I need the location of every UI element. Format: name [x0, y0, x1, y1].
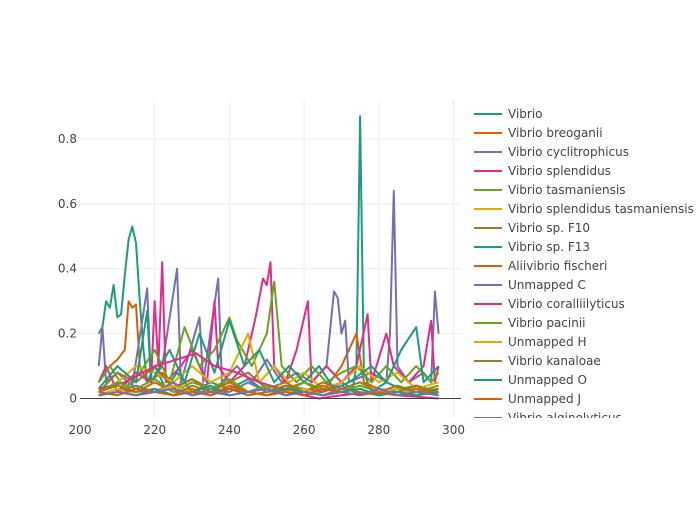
legend-label: Unmapped C — [508, 278, 586, 292]
legend-label: Vibrio tasmaniensis — [508, 183, 625, 197]
legend-label: Vibrio splendidus tasmaniensis — [508, 202, 694, 216]
legend-item[interactable]: Vibrio kanaloae — [474, 354, 601, 368]
legend-item[interactable]: Vibrio tasmaniensis — [474, 183, 625, 197]
y-tick-label: 0.2 — [58, 327, 77, 341]
legend-label: Vibrio splendidus — [508, 164, 611, 178]
legend-item[interactable]: Vibrio splendidus tasmaniensis — [474, 202, 694, 216]
legend-item[interactable]: Vibrio — [474, 107, 543, 121]
x-tick-label: 300 — [442, 423, 465, 437]
legend-item[interactable]: Vibrio alginolyticus — [474, 411, 622, 425]
x-tick-label: 200 — [69, 423, 92, 437]
legend-item[interactable]: Vibrio sp. F13 — [474, 240, 590, 254]
legend-item[interactable]: Unmapped O — [474, 373, 587, 387]
legend-label: Vibrio pacinii — [508, 316, 586, 330]
legend-label: Vibrio — [508, 107, 543, 121]
series-line — [97, 261, 440, 393]
legend-item[interactable]: Vibrio splendidus — [474, 164, 611, 178]
legend-label: Vibrio breoganii — [508, 126, 603, 140]
legend-item[interactable]: Vibrio coralliilyticus — [474, 297, 625, 311]
legend-label: Unmapped O — [508, 373, 587, 387]
legend-label: Unmapped J — [508, 392, 581, 406]
legend[interactable]: Vibrio Vibrio breoganii Vibrio cyclitrophi… — [474, 107, 694, 425]
legend-label: Vibrio alginolyticus — [508, 411, 622, 425]
series-line — [98, 387, 439, 397]
x-tick-label: 260 — [293, 423, 316, 437]
y-tick-label: 0 — [69, 392, 77, 406]
x-tick-label: 280 — [367, 423, 390, 437]
series-line — [98, 332, 439, 393]
legend-label: Vibrio sp. F13 — [508, 240, 590, 254]
legend-label: Unmapped H — [508, 335, 587, 349]
legend-item[interactable]: Unmapped J — [474, 392, 581, 406]
legend-label: Aliivibrio fischeri — [508, 259, 607, 273]
legend-item[interactable]: Unmapped H — [474, 335, 587, 349]
legend-item[interactable]: Vibrio cyclitrophicus — [474, 145, 629, 159]
series-line — [97, 280, 440, 390]
axes: 200 220 240 260 280 300 0 0.2 0.4 0.6 0.8 — [58, 132, 465, 437]
legend-label: Vibrio coralliilyticus — [508, 297, 625, 311]
series-lines — [97, 115, 440, 400]
x-tick-label: 240 — [218, 423, 241, 437]
x-tick-label: 220 — [143, 423, 166, 437]
legend-item[interactable]: Vibrio breoganii — [474, 126, 603, 140]
y-tick-label: 0.4 — [58, 262, 77, 276]
legend-item[interactable]: Vibrio pacinii — [474, 316, 586, 330]
legend-item[interactable]: Unmapped C — [474, 278, 586, 292]
legend-label: Vibrio sp. F10 — [508, 221, 590, 235]
legend-item[interactable]: Aliivibrio fischeri — [474, 259, 607, 273]
legend-item[interactable]: Vibrio sp. F10 — [474, 221, 590, 235]
y-tick-label: 0.8 — [58, 132, 77, 146]
y-tick-label: 0.6 — [58, 197, 77, 211]
legend-label: Vibrio cyclitrophicus — [508, 145, 629, 159]
series-line — [97, 309, 440, 390]
legend-label: Vibrio kanaloae — [508, 354, 601, 368]
